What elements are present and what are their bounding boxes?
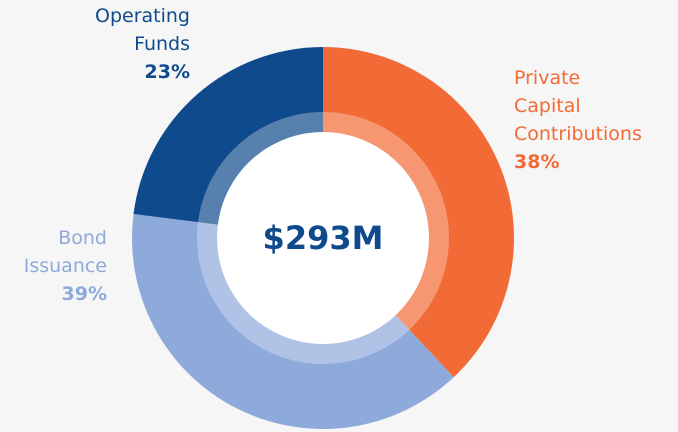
value-label: 39% bbox=[61, 283, 107, 305]
category-name: Bond Issuance bbox=[23, 227, 107, 277]
inner-ring bbox=[197, 112, 449, 364]
slice-label: Operating Funds 23% bbox=[95, 2, 190, 86]
slice-label: Bond Issuance 39% bbox=[24, 224, 107, 308]
center-label: $293M bbox=[263, 219, 384, 257]
value-label: 38% bbox=[514, 151, 560, 173]
category-name: Operating Funds bbox=[95, 5, 190, 55]
center-hole bbox=[217, 132, 429, 344]
category-name: Private Capital Contributions bbox=[514, 67, 642, 145]
value-label: 23% bbox=[144, 61, 190, 83]
slice-label: Private Capital Contributions 38% bbox=[514, 64, 642, 176]
